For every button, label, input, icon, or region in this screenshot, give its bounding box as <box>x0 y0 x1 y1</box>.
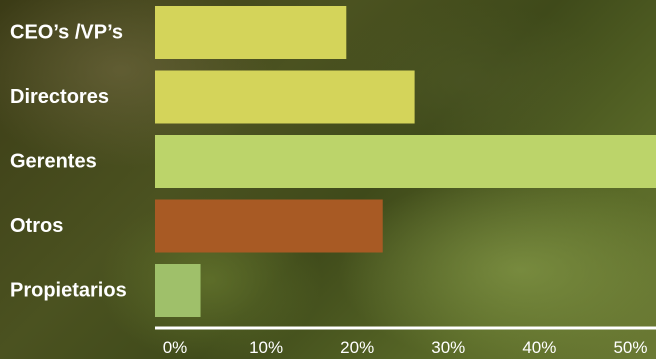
x-tick-label-1: 10% <box>249 338 283 357</box>
x-tick-label-2: 20% <box>340 338 374 357</box>
x-tick-label-3: 30% <box>431 338 465 357</box>
category-label-2: Gerentes <box>10 151 97 173</box>
bar-1 <box>155 70 415 124</box>
category-labels: CEO’s /VP’s Directores Gerentes Otros Propie… <box>10 22 127 302</box>
x-tick-label-4: 40% <box>522 338 556 357</box>
bar-3 <box>155 199 383 253</box>
x-tick-label-0: 0% <box>163 338 188 357</box>
x-tick-label-5: 50% <box>613 338 647 357</box>
bars-group <box>155 6 656 317</box>
category-label-1: Directores <box>10 86 109 108</box>
category-label-4: Propietarios <box>10 280 127 302</box>
bar-0 <box>155 6 347 59</box>
bar-2 <box>155 135 656 188</box>
x-tick-labels: 0% 10% 20% 30% 40% 50% <box>163 338 648 357</box>
bar-4 <box>155 264 201 317</box>
category-label-3: Otros <box>10 215 63 237</box>
category-label-0: CEO’s /VP’s <box>10 22 123 44</box>
